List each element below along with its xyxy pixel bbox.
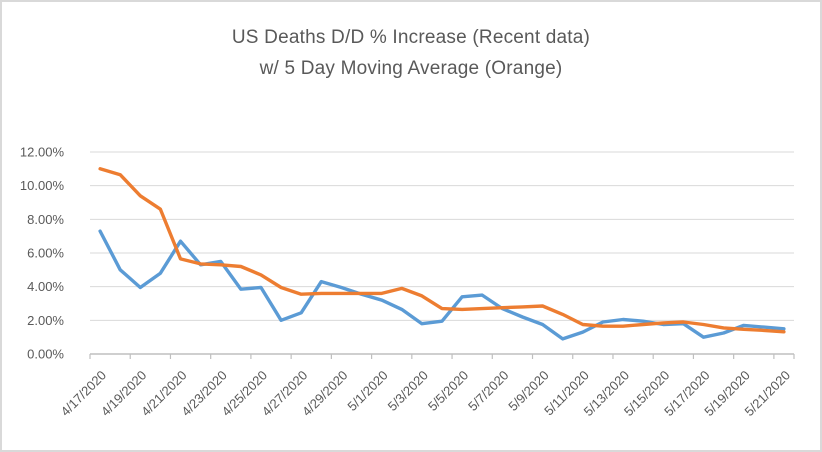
y-axis-label: 2.00%: [27, 313, 64, 328]
chart-title: US Deaths D/D % Increase (Recent data) w…: [2, 22, 820, 84]
x-axis-label: 5/3/2020: [385, 368, 431, 414]
chart-title-line2: w/ 5 Day Moving Average (Orange): [259, 58, 563, 79]
x-axis-label: 5/1/2020: [344, 368, 390, 414]
y-axis-label: 0.00%: [27, 347, 64, 362]
y-axis-label: 6.00%: [27, 246, 64, 261]
y-axis-label: 4.00%: [27, 279, 64, 294]
series-line-moving-average: [98, 167, 786, 334]
chart-title-line1: US Deaths D/D % Increase (Recent data): [231, 27, 591, 48]
x-axis-label: 5/7/2020: [465, 368, 511, 414]
y-axis-label: 10.00%: [20, 178, 65, 193]
x-axis-label: 5/5/2020: [425, 368, 471, 414]
y-axis-label: 12.00%: [20, 145, 65, 160]
y-axis-label: 8.00%: [27, 212, 64, 227]
